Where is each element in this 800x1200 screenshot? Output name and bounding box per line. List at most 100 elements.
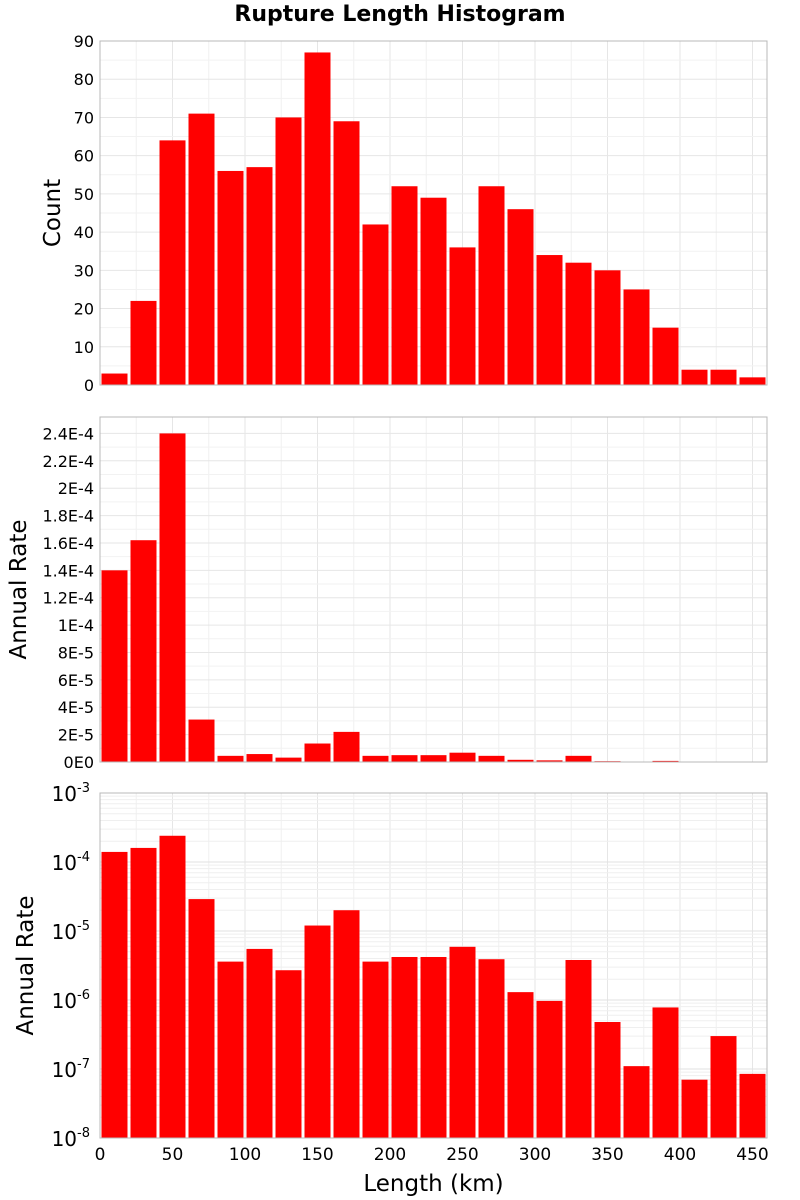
bar	[565, 262, 592, 385]
bar	[710, 369, 737, 385]
plot-area	[100, 417, 767, 762]
bar	[391, 956, 418, 1138]
y-tick-label: 2E-4	[58, 479, 94, 498]
y-tick-label: 60	[74, 147, 94, 166]
plot-frame	[99, 40, 768, 386]
chart-title: Rupture Length Histogram	[234, 2, 566, 27]
y-tick-label: 1E-4	[58, 616, 94, 635]
bar	[652, 760, 679, 762]
bar	[159, 433, 186, 762]
y-tick-labels: 10-8 10-7 10-6 10-5 10-4 10-3	[52, 781, 90, 1151]
bar	[478, 186, 505, 385]
y-tick-label: 20	[74, 300, 94, 319]
bar	[739, 377, 766, 385]
x-tick-label: 250	[446, 1145, 478, 1165]
bar	[391, 755, 418, 762]
bar	[188, 899, 215, 1138]
x-tick-label: 50	[162, 1145, 184, 1165]
y-tick-label: 0	[84, 376, 94, 395]
x-tick-label: 400	[664, 1145, 696, 1165]
y-tick-labels: 0E0 2E-5 4E-5 6E-5 8E-5 1E-4 1.2E-4 1.4E-4 1.6E-…	[42, 424, 94, 772]
bar	[681, 369, 708, 385]
y-tick-label: 6E-5	[58, 671, 94, 690]
bar	[101, 373, 128, 385]
y-tick-labels: 0 10 20 30 40 50 60 70 80 90	[74, 32, 94, 395]
y-axis-label: Annual Rate	[13, 896, 39, 1036]
bar	[449, 752, 476, 762]
bar	[594, 1021, 621, 1138]
x-tick-label: 450	[736, 1145, 768, 1165]
bar	[362, 755, 389, 762]
y-tick-label: 70	[74, 108, 94, 127]
y-tick-label: 50	[74, 185, 94, 204]
bar	[623, 289, 650, 385]
bar	[536, 255, 563, 385]
y-tick-label: 1.2E-4	[42, 589, 94, 608]
bar	[565, 755, 592, 762]
y-tick-label: 10-6	[52, 988, 90, 1013]
bars	[101, 52, 766, 386]
y-axis-label: Count	[40, 179, 66, 247]
y-tick-label: 2.2E-4	[42, 452, 94, 471]
bars	[101, 835, 766, 1138]
bar	[159, 140, 186, 385]
y-tick-label: 10-3	[52, 781, 90, 806]
bar	[101, 570, 128, 762]
bar	[420, 956, 447, 1138]
x-tick-label: 100	[229, 1145, 261, 1165]
bar	[188, 113, 215, 385]
bar	[275, 970, 302, 1138]
y-tick-label: 30	[74, 261, 94, 280]
bar	[333, 121, 360, 386]
bar	[130, 300, 157, 385]
bar	[420, 197, 447, 385]
bar	[391, 186, 418, 385]
y-tick-label: 0E0	[64, 753, 94, 772]
x-axis-label: Length (km)	[363, 1171, 503, 1197]
bar	[652, 327, 679, 385]
bar	[478, 755, 505, 762]
bar	[275, 757, 302, 762]
y-tick-label: 10-7	[52, 1057, 90, 1082]
x-tick-label: 350	[591, 1145, 623, 1165]
bars	[101, 433, 766, 762]
bar	[246, 167, 273, 385]
bar	[333, 731, 360, 762]
bar	[304, 743, 331, 762]
y-tick-label: 1.6E-4	[42, 534, 94, 553]
panel-3: 10-8 10-7 10-6 10-5 10-4 10-3 Annual Rate	[13, 781, 768, 1151]
bar	[536, 760, 563, 762]
bar	[623, 1066, 650, 1138]
plot-frame	[99, 792, 768, 1139]
panel-1: 0 10 20 30 40 50 60 70 80 90 Count	[40, 32, 768, 395]
bar	[333, 910, 360, 1138]
bar	[304, 52, 331, 385]
bar	[739, 1073, 766, 1138]
y-tick-label: 2E-5	[58, 726, 94, 745]
bar	[565, 959, 592, 1138]
bar	[217, 961, 244, 1138]
bar	[304, 925, 331, 1138]
bar	[652, 1007, 679, 1138]
bar	[275, 117, 302, 385]
bar	[246, 754, 273, 762]
bar	[478, 959, 505, 1138]
y-tick-label: 4E-5	[58, 698, 94, 717]
y-tick-label: 80	[74, 70, 94, 89]
y-tick-label: 90	[74, 32, 94, 51]
bar	[130, 540, 157, 762]
y-tick-label: 10-4	[52, 850, 90, 875]
y-tick-label: 10-8	[52, 1126, 90, 1151]
y-tick-label: 2.4E-4	[42, 424, 94, 443]
bar	[130, 847, 157, 1138]
bar	[449, 247, 476, 385]
bar	[188, 719, 215, 762]
x-tick-label: 0	[95, 1145, 106, 1165]
x-tick-label: 200	[374, 1145, 406, 1165]
y-axis-label: Annual Rate	[6, 520, 32, 660]
bar	[362, 961, 389, 1138]
x-tick-label: 300	[519, 1145, 551, 1165]
panel-2: 0E0 2E-5 4E-5 6E-5 8E-5 1E-4 1.2E-4 1.4E-4 1.6E-…	[6, 416, 768, 772]
bar	[681, 1079, 708, 1138]
